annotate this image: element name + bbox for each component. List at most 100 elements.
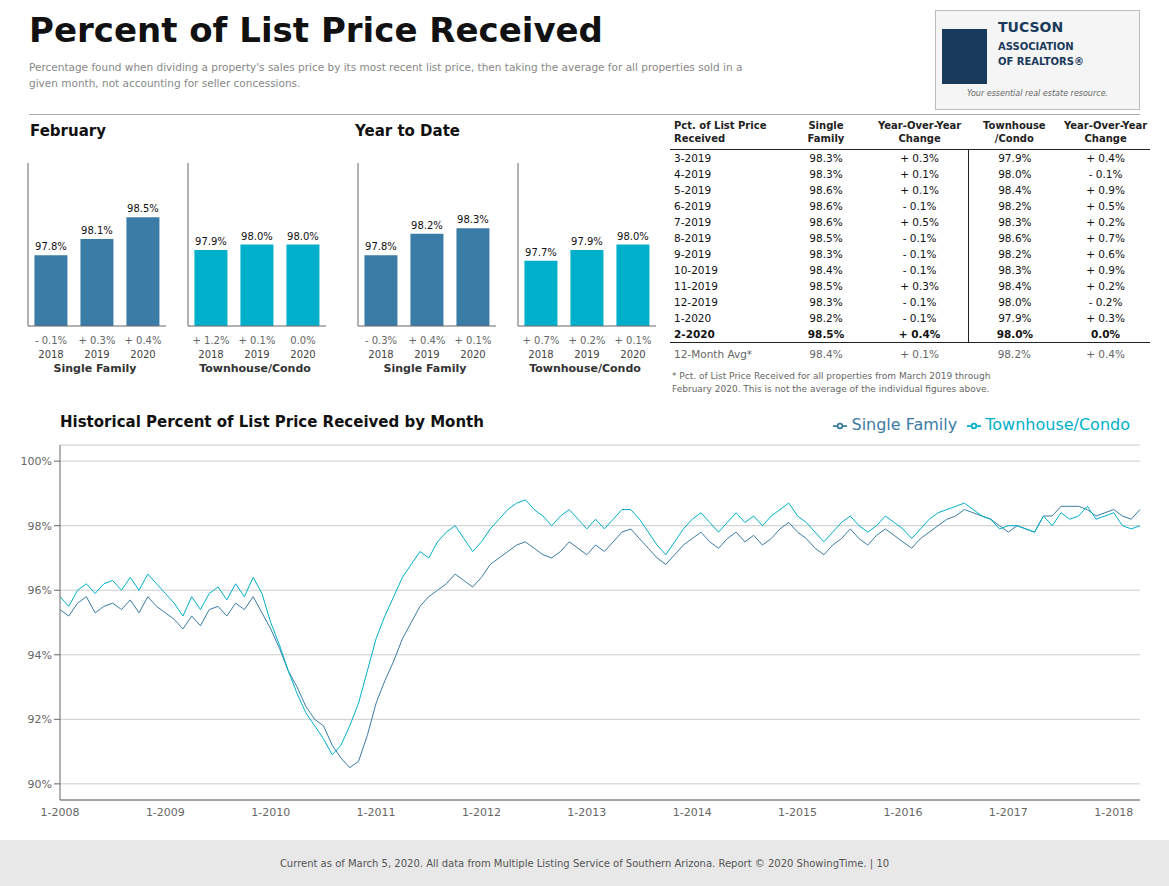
svg-text:90%: 90% [28, 778, 52, 791]
svg-text:+ 0.4%: + 0.4% [125, 335, 162, 346]
html-text:Historical Percent of List Pri: Historical Percent of List Price Receive… [60, 413, 484, 431]
html-text:Townhouse/Condo: Townhouse/Condo [529, 362, 641, 375]
html-text:98.3%: 98.3% [809, 152, 843, 164]
html-text:98.6%: 98.6% [809, 184, 843, 196]
svg-text:0.0%: 0.0% [290, 335, 315, 346]
svg-text:1-2017: 1-2017 [989, 806, 1028, 819]
html-text:Townhouse/Condo: Townhouse/Condo [985, 415, 1130, 434]
html-text:- 0.1%: - 0.1% [1088, 168, 1123, 180]
html-text:98.3%: 98.3% [809, 168, 843, 180]
svg-text:1-2010: 1-2010 [251, 806, 290, 819]
html-text:+ 0.3%: + 0.3% [900, 152, 939, 164]
html-text:February: February [30, 122, 106, 140]
svg-text:+ 0.1%: + 0.1% [455, 335, 492, 346]
html-text:4-2019: 4-2019 [674, 168, 712, 180]
html-text:98.2%: 98.2% [998, 200, 1032, 212]
svg-text:+ 0.1%: + 0.1% [239, 335, 276, 346]
html-text:- 0.1%: - 0.1% [902, 232, 937, 244]
html-text:Single Family: Single Family [53, 362, 137, 375]
html-text:8-2019: 8-2019 [674, 232, 712, 244]
html-text:Townhouse /Condo: Townhouse /Condo [983, 120, 1046, 144]
svg-text:1-2015: 1-2015 [778, 806, 817, 819]
html-text:6-2019: 6-2019 [674, 200, 712, 212]
svg-text:+ 0.3%: + 0.3% [79, 335, 116, 346]
svg-text:2018: 2018 [368, 349, 393, 360]
svg-text:96%: 96% [28, 584, 52, 597]
html-text:Year to Date: Year to Date [355, 122, 460, 140]
svg-text:1-2009: 1-2009 [146, 806, 185, 819]
html-text:+ 0.5%: + 0.5% [900, 216, 939, 228]
html-text:Percent of List Price Received: Percent of List Price Received [29, 10, 603, 50]
svg-text:94%: 94% [28, 649, 52, 662]
svg-text:2020: 2020 [460, 349, 485, 360]
svg-text:1-2013: 1-2013 [567, 806, 606, 819]
html-text:Percentage found when dividing: Percentage found when dividing a propert… [29, 61, 743, 89]
html-text:Single Family: Single Family [851, 415, 958, 434]
html-text:3-2019: 3-2019 [674, 152, 712, 164]
svg-text:+ 1.2%: + 1.2% [193, 335, 230, 346]
svg-text:1-2016: 1-2016 [883, 806, 922, 819]
html-text:+ 0.5%: + 0.5% [1086, 200, 1125, 212]
svg-text:98.0%: 98.0% [617, 231, 649, 242]
svg-text:1-2008: 1-2008 [41, 806, 80, 819]
html-text:98.6%: 98.6% [998, 232, 1032, 244]
svg-text:98.0%: 98.0% [241, 231, 273, 242]
svg-text:97.9%: 97.9% [195, 236, 227, 247]
svg-text:97.8%: 97.8% [365, 241, 397, 252]
svg-text:2020: 2020 [290, 349, 315, 360]
svg-text:92%: 92% [28, 713, 52, 726]
svg-text:2018: 2018 [198, 349, 223, 360]
svg-text:+ 0.1%: + 0.1% [615, 335, 652, 346]
svg-text:+ 0.4%: + 0.4% [409, 335, 446, 346]
svg-text:- 0.3%: - 0.3% [365, 335, 397, 346]
svg-text:- 0.1%: - 0.1% [35, 335, 67, 346]
svg-text:97.7%: 97.7% [525, 247, 557, 258]
html-text:98.5%: 98.5% [809, 232, 843, 244]
html-text:98.6%: 98.6% [809, 216, 843, 228]
svg-text:2020: 2020 [620, 349, 645, 360]
svg-text:2019: 2019 [84, 349, 109, 360]
html-text:7-2019: 7-2019 [674, 216, 712, 228]
svg-text:98%: 98% [28, 520, 52, 533]
html-text:Townhouse/Condo: Townhouse/Condo [199, 362, 311, 375]
html-text:97.9%: 97.9% [998, 152, 1032, 164]
svg-text:100%: 100% [21, 455, 52, 468]
svg-text:2019: 2019 [414, 349, 439, 360]
svg-text:+ 0.2%: + 0.2% [569, 335, 606, 346]
html-text:+ 0.2%: + 0.2% [1086, 216, 1125, 228]
svg-text:98.3%: 98.3% [457, 214, 489, 225]
svg-text:97.8%: 97.8% [35, 241, 67, 252]
html-text:98.4%: 98.4% [998, 184, 1032, 196]
svg-text:98.2%: 98.2% [411, 220, 443, 231]
html-text:98.6%: 98.6% [809, 200, 843, 212]
html-text:98.0%: 98.0% [998, 168, 1032, 180]
svg-text:1-2018: 1-2018 [1094, 806, 1133, 819]
svg-text:1-2012: 1-2012 [462, 806, 501, 819]
svg-text:2019: 2019 [244, 349, 269, 360]
html-text:TUCSON: TUCSON [998, 19, 1064, 35]
html-text:Single Family: Single Family [383, 362, 467, 375]
svg-text:2020: 2020 [130, 349, 155, 360]
html-text:Year-Over-Year Change: Year-Over-Year Change [878, 120, 962, 144]
html-text:+ 0.1%: + 0.1% [900, 184, 939, 196]
html-text:* Pct. of List Price Received: * Pct. of List Price Received for all pr… [672, 371, 991, 394]
svg-text:2018: 2018 [528, 349, 553, 360]
svg-text:2018: 2018 [38, 349, 63, 360]
html-text:98.3%: 98.3% [998, 216, 1032, 228]
svg-text:+ 0.7%: + 0.7% [523, 335, 560, 346]
html-text:5-2019: 5-2019 [674, 184, 712, 196]
html-text:+ 0.4%: + 0.4% [1086, 152, 1125, 164]
svg-text:1-2011: 1-2011 [357, 806, 396, 819]
svg-text:98.1%: 98.1% [81, 225, 113, 236]
html-text:Year-Over-Year Change: Year-Over-Year Change [1064, 120, 1148, 144]
svg-text:97.9%: 97.9% [571, 236, 603, 247]
svg-text:1-2014: 1-2014 [673, 806, 712, 819]
svg-text:2019: 2019 [574, 349, 599, 360]
svg-text:98.5%: 98.5% [127, 203, 159, 214]
html-text:Single Family: Single Family [807, 120, 845, 144]
html-text:- 0.1%: - 0.1% [902, 200, 937, 212]
svg-text:98.0%: 98.0% [287, 231, 319, 242]
html-text:+ 0.9%: + 0.9% [1086, 184, 1125, 196]
html-text:Pct. of List Price Received: Pct. of List Price Received [674, 120, 767, 144]
html-text:+ 0.1%: + 0.1% [900, 168, 939, 180]
